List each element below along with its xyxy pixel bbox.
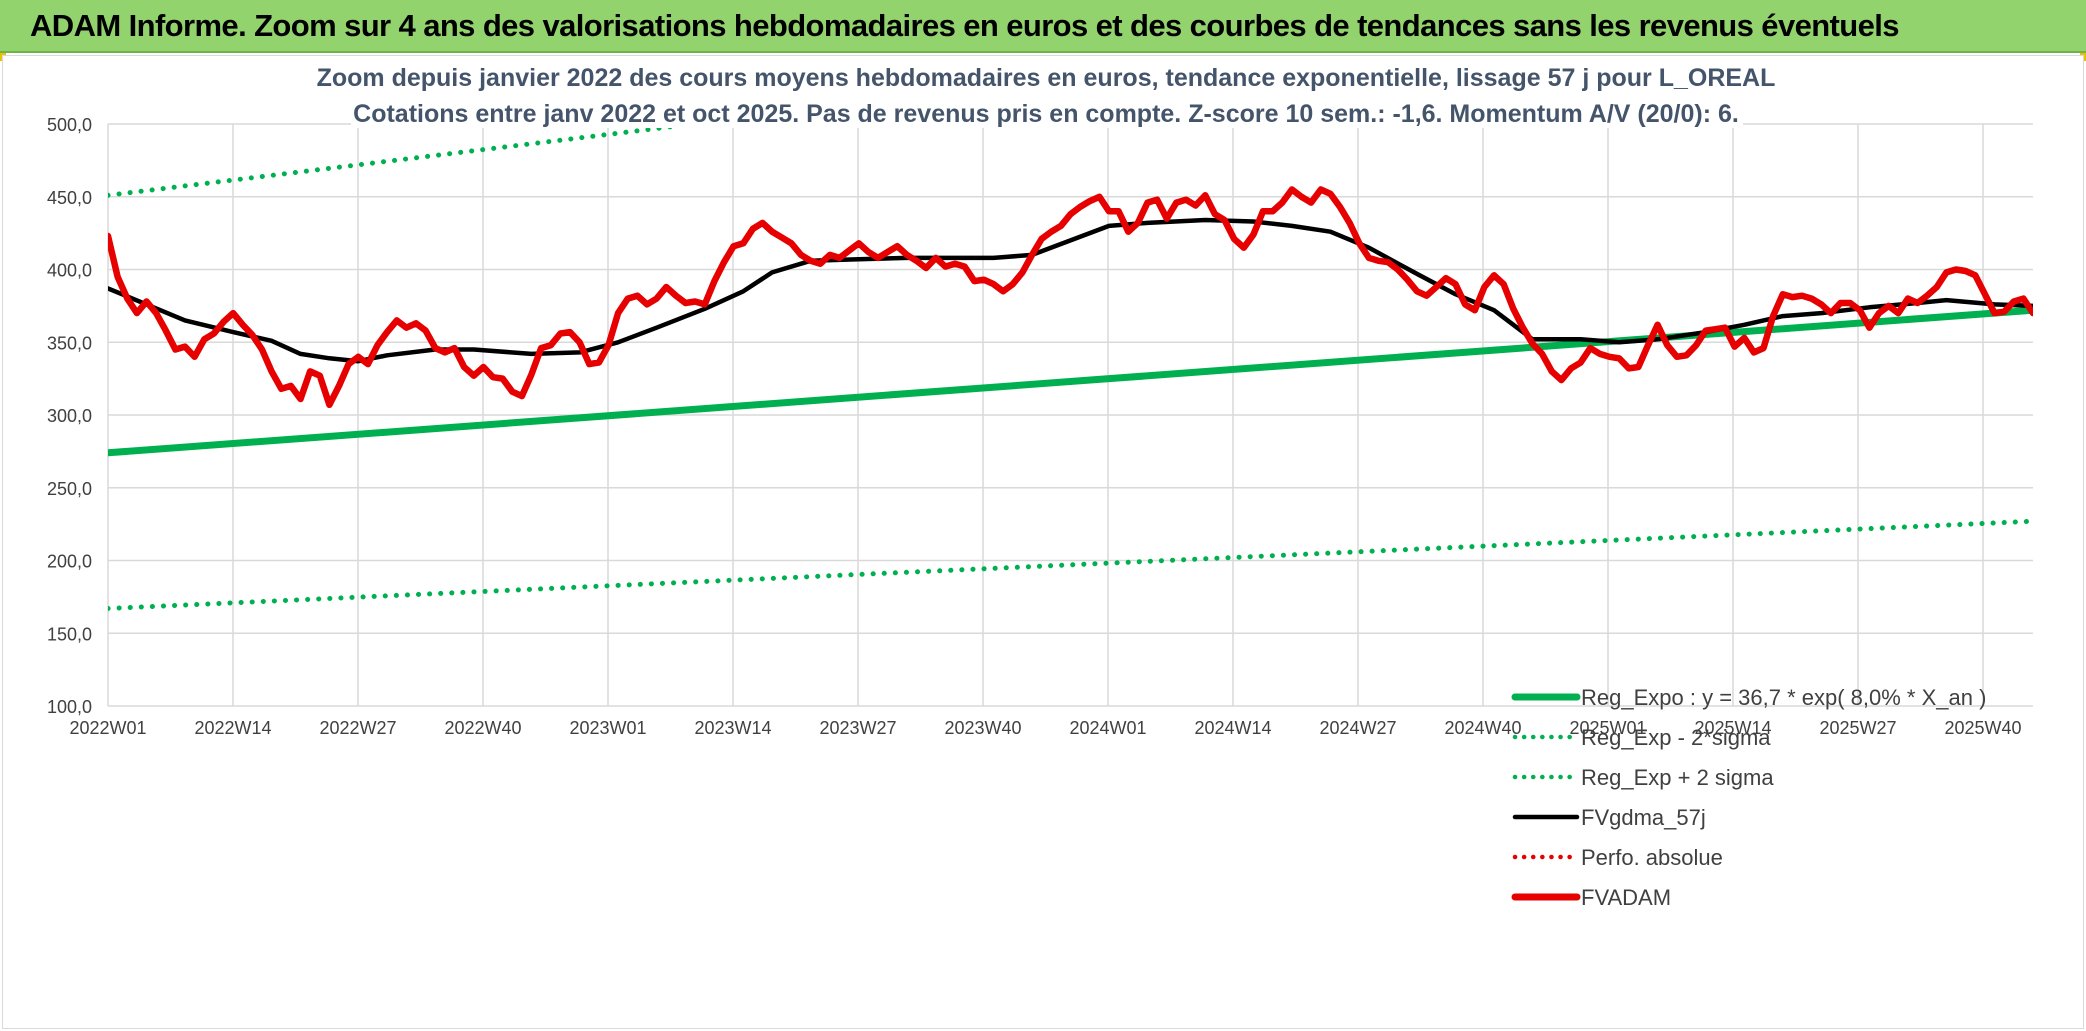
legend-label-1: Reg_Exp - 2*sigma <box>1581 725 1771 750</box>
report-banner: ADAM Informe. Zoom sur 4 ans des valoris… <box>0 0 2086 53</box>
chart-title: Zoom depuis janvier 2022 des cours moyen… <box>317 58 1776 128</box>
chart-legend: Reg_Expo : y = 36,7 * exp( 8,0% * X_an )… <box>1511 685 1986 910</box>
x-tick-label: 2022W14 <box>194 718 271 738</box>
legend-label-0: Reg_Expo : y = 36,7 * exp( 8,0% * X_an ) <box>1581 685 1986 710</box>
y-tick-label: 150,0 <box>47 624 92 644</box>
y-axis-ticks: 100,0 150,0 200,0 250,0 300,0 350,0 400,0 450,0… <box>47 115 92 717</box>
x-tick-label: 2024W40 <box>1444 718 1521 738</box>
chart-title-background <box>351 58 1743 128</box>
legend-label-5: FVADAM <box>1581 885 1671 910</box>
report-title: ADAM Informe. Zoom sur 4 ans des valoris… <box>30 8 1900 43</box>
x-tick-label: 2025W27 <box>1819 718 1896 738</box>
x-tick-label: 2022W40 <box>444 718 521 738</box>
legend-label-2: Reg_Exp + 2 sigma <box>1581 765 1774 790</box>
y-tick-label: 200,0 <box>47 552 92 572</box>
x-axis-ticks: 2022W01 2022W14 2022W27 2022W40 2023W01 2023W… <box>69 718 2021 738</box>
x-tick-label: 2025W40 <box>1944 718 2021 738</box>
grid-lines <box>107 123 2033 707</box>
y-tick-label: 500,0 <box>47 115 92 135</box>
x-tick-label: 2023W01 <box>569 718 646 738</box>
chart-title-line-2: Cotations entre janv 2022 et oct 2025. P… <box>353 100 1739 128</box>
x-tick-label: 2024W01 <box>1069 718 1146 738</box>
x-tick-label: 2023W40 <box>944 718 1021 738</box>
x-tick-label: 2025W14 <box>1694 718 1771 738</box>
y-tick-label: 250,0 <box>47 479 92 499</box>
x-tick-label: 2025W01 <box>1569 718 1646 738</box>
legend-label-4: Perfo. absolue <box>1581 845 1723 870</box>
x-tick-label: 2022W01 <box>69 718 146 738</box>
price-chart: 100,0 150,0 200,0 250,0 300,0 350,0 400,0 450,0… <box>47 58 2033 910</box>
x-tick-label: 2024W14 <box>1194 718 1271 738</box>
y-tick-label: 350,0 <box>47 333 92 353</box>
series-lines <box>108 122 2033 611</box>
legend-label-3: FVgdma_57j <box>1581 805 1706 830</box>
x-tick-label: 2024W27 <box>1319 718 1396 738</box>
x-tick-label: 2023W27 <box>819 718 896 738</box>
y-tick-label: 100,0 <box>47 697 92 717</box>
y-tick-label: 450,0 <box>47 188 92 208</box>
series-line-0 <box>108 306 2033 457</box>
series-line-2 <box>108 122 731 198</box>
x-tick-label: 2023W14 <box>694 718 771 738</box>
y-tick-label: 300,0 <box>47 406 92 426</box>
y-tick-label: 400,0 <box>47 261 92 281</box>
x-tick-label: 2022W27 <box>319 718 396 738</box>
chart-title-line-1: Zoom depuis janvier 2022 des cours moyen… <box>317 64 1776 92</box>
chart-frame: 100,0 150,0 200,0 250,0 300,0 350,0 400,0 450,0… <box>2 55 2084 1029</box>
series-line-5 <box>108 186 2033 409</box>
series-line-1 <box>108 518 2033 611</box>
